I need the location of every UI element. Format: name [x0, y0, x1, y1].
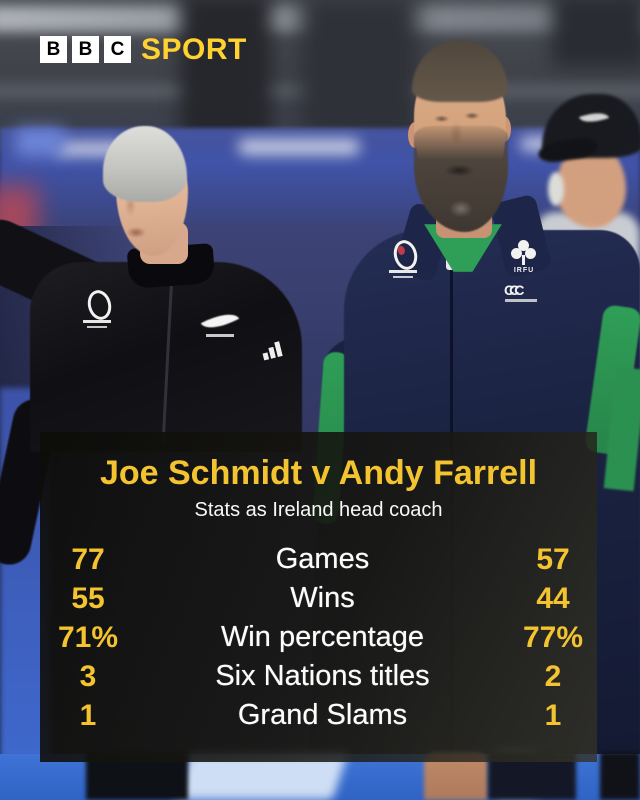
bbc-logo-letter: B [40, 36, 67, 63]
stats-panel: Joe Schmidt v Andy Farrell Stats as Irel… [40, 432, 597, 762]
panel-subtitle: Stats as Ireland head coach [194, 499, 443, 521]
stat-row-games: 77 Games 57 [40, 540, 597, 579]
canterbury-logo-icon: CCC [504, 282, 544, 308]
stat-label: Grand Slams [237, 699, 408, 731]
bbc-logo-letter: B [72, 36, 99, 63]
farrell-beard [414, 126, 508, 232]
stats-table: 77 Games 57 55 Wins 44 71% Win percentag… [40, 540, 597, 735]
stadium-structure-blur [552, 0, 640, 67]
sport-wordmark: SPORT [141, 33, 247, 66]
stat-row-six-nations-titles: 3 Six Nations titles 2 [40, 657, 597, 696]
dark-figure-edge [600, 752, 640, 800]
schmidt-value: 77 [71, 542, 105, 576]
rwc-text-blur [389, 270, 417, 273]
bystander-white-hair [548, 172, 564, 206]
schmidt-value: 1 [79, 698, 97, 732]
rwc-text-blur [393, 276, 413, 278]
panel-title: Joe Schmidt v Andy Farrell [99, 454, 538, 492]
schmidt-value: 55 [71, 581, 105, 615]
stat-label: Wins [290, 582, 355, 614]
all-blacks-text-blur [206, 334, 234, 337]
led-text-blur [238, 139, 360, 155]
rwc-text-blur [83, 320, 111, 323]
stat-row-win-percentage: 71% Win percentage 77% [40, 618, 597, 657]
stadium-structure-blur [300, 0, 418, 144]
farrell-value: 77% [522, 620, 584, 654]
stat-label: Games [275, 543, 370, 575]
farrell-value: 57 [536, 542, 570, 576]
rwc-ball-icon [390, 237, 421, 273]
stat-row-grand-slams: 1 Grand Slams 1 [40, 696, 597, 735]
irfu-text: IRFU [513, 267, 535, 274]
schmidt-value: 71% [57, 620, 119, 654]
rwc-text-blur [87, 326, 107, 328]
rwc-ball-icon [84, 287, 115, 323]
stat-row-wins: 55 Wins 44 [40, 579, 597, 618]
led-highlight-blur [16, 128, 64, 156]
canterbury-text-blur [505, 299, 537, 302]
schmidt-grey-hair [103, 126, 187, 202]
bbc-sport-logo: B B C SPORT [40, 33, 247, 66]
stat-label: Six Nations titles [215, 660, 430, 692]
rugby-world-cup-logo-icon [82, 287, 115, 334]
farrell-value: 44 [536, 581, 570, 615]
irfu-shamrock-icon: IRFU [508, 240, 548, 278]
bbc-logo-letter: C [104, 36, 131, 63]
farrell-value: 2 [544, 659, 562, 693]
stat-label: Win percentage [220, 621, 425, 653]
rugby-world-cup-logo-icon [388, 237, 421, 288]
schmidt-value: 3 [79, 659, 97, 693]
farrell-value: 1 [544, 698, 562, 732]
stadium-structure-blur [180, 0, 272, 152]
